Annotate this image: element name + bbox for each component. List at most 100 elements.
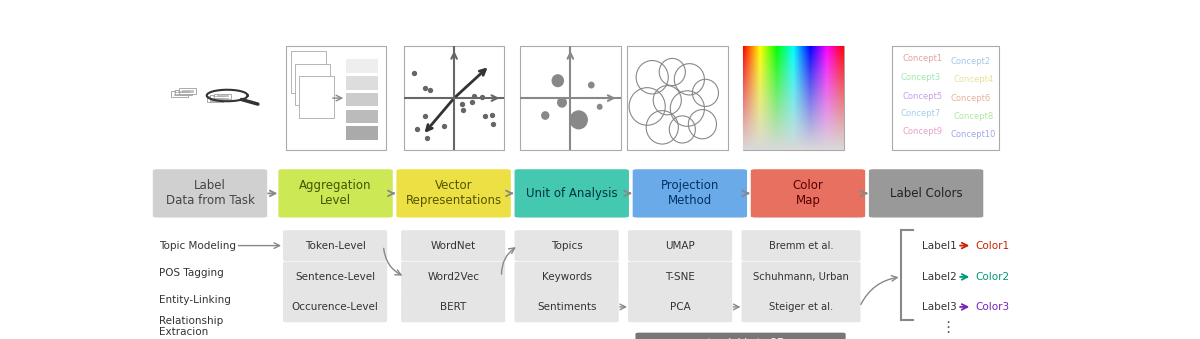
- Text: Vector
Representations: Vector Representations: [406, 179, 502, 207]
- Text: Bremm et al.: Bremm et al.: [769, 241, 833, 251]
- Point: [462, 99, 481, 105]
- FancyBboxPatch shape: [175, 90, 192, 96]
- Text: Word2Vec: Word2Vec: [427, 272, 479, 282]
- Bar: [346, 76, 378, 90]
- Point: [404, 71, 424, 76]
- Text: Color2: Color2: [976, 272, 1010, 282]
- Text: Label
Data from Task: Label Data from Task: [166, 179, 254, 207]
- FancyBboxPatch shape: [214, 94, 230, 99]
- FancyBboxPatch shape: [283, 230, 388, 261]
- FancyBboxPatch shape: [628, 230, 732, 261]
- Text: Unit of Analysis: Unit of Analysis: [526, 187, 618, 200]
- Point: [408, 127, 427, 132]
- Bar: [346, 59, 378, 73]
- Text: Color3: Color3: [976, 302, 1010, 312]
- Circle shape: [588, 82, 595, 88]
- Point: [484, 121, 503, 127]
- FancyBboxPatch shape: [206, 96, 223, 102]
- Text: Label2: Label2: [922, 272, 956, 282]
- FancyBboxPatch shape: [299, 76, 334, 118]
- Text: Concept7: Concept7: [900, 109, 941, 118]
- FancyBboxPatch shape: [396, 169, 511, 218]
- Text: Concept5: Concept5: [902, 92, 942, 101]
- Point: [473, 94, 492, 100]
- Circle shape: [552, 74, 564, 87]
- Text: Label3: Label3: [922, 302, 956, 312]
- Point: [415, 114, 434, 119]
- FancyBboxPatch shape: [628, 46, 727, 150]
- Text: Steiger et al.: Steiger et al.: [769, 302, 833, 312]
- FancyBboxPatch shape: [401, 230, 505, 261]
- Bar: [346, 126, 378, 140]
- Text: Concept8: Concept8: [954, 113, 994, 121]
- Bar: [346, 109, 378, 123]
- FancyBboxPatch shape: [628, 292, 732, 322]
- FancyBboxPatch shape: [179, 88, 196, 94]
- Text: Token-Level: Token-Level: [305, 241, 366, 251]
- Point: [452, 107, 472, 113]
- Point: [482, 113, 502, 118]
- FancyBboxPatch shape: [283, 261, 388, 292]
- FancyBboxPatch shape: [869, 169, 983, 218]
- Text: Concept9: Concept9: [902, 127, 942, 136]
- Text: Concept2: Concept2: [950, 57, 991, 66]
- Text: Keywords: Keywords: [541, 272, 592, 282]
- Point: [415, 86, 434, 91]
- FancyBboxPatch shape: [404, 46, 504, 150]
- Text: ⋮: ⋮: [941, 320, 955, 335]
- Point: [420, 87, 439, 93]
- Text: Concept1: Concept1: [902, 54, 942, 63]
- Text: Label1: Label1: [922, 241, 956, 251]
- Text: Label Colors: Label Colors: [889, 187, 962, 200]
- FancyBboxPatch shape: [743, 46, 844, 150]
- Point: [418, 135, 437, 140]
- Text: Sentiments: Sentiments: [536, 302, 596, 312]
- FancyBboxPatch shape: [636, 333, 846, 339]
- Text: Aggregation
Level: Aggregation Level: [299, 179, 372, 207]
- Text: Concept4: Concept4: [954, 75, 994, 84]
- Text: WordNet: WordNet: [431, 241, 475, 251]
- Text: T-SNE: T-SNE: [665, 272, 695, 282]
- FancyBboxPatch shape: [401, 292, 505, 322]
- Text: Topic Modeling: Topic Modeling: [160, 241, 236, 251]
- FancyBboxPatch shape: [515, 292, 619, 322]
- FancyBboxPatch shape: [515, 261, 619, 292]
- Text: Concept3: Concept3: [900, 73, 941, 82]
- Text: Occurence-Level: Occurence-Level: [292, 302, 378, 312]
- Text: Sentence-Level: Sentence-Level: [295, 272, 376, 282]
- Point: [475, 114, 494, 119]
- FancyBboxPatch shape: [152, 169, 268, 218]
- FancyBboxPatch shape: [742, 261, 860, 292]
- Text: Schuhmann, Urban: Schuhmann, Urban: [754, 272, 848, 282]
- Circle shape: [557, 97, 568, 108]
- FancyBboxPatch shape: [210, 95, 227, 101]
- Text: Color1: Color1: [976, 241, 1010, 251]
- Text: PCA: PCA: [670, 302, 690, 312]
- Point: [452, 101, 472, 107]
- FancyBboxPatch shape: [278, 169, 392, 218]
- FancyBboxPatch shape: [742, 292, 860, 322]
- FancyBboxPatch shape: [751, 169, 865, 218]
- Text: UMAP: UMAP: [665, 241, 695, 251]
- FancyBboxPatch shape: [401, 261, 505, 292]
- Point: [464, 93, 484, 99]
- FancyBboxPatch shape: [628, 261, 732, 292]
- Text: Concept6: Concept6: [950, 94, 991, 103]
- Circle shape: [570, 110, 588, 129]
- FancyBboxPatch shape: [520, 46, 620, 150]
- Text: BERT: BERT: [440, 302, 467, 312]
- FancyBboxPatch shape: [290, 51, 326, 93]
- Text: Relationship
Extracion: Relationship Extracion: [160, 316, 223, 337]
- Text: Projection
Method: Projection Method: [661, 179, 719, 207]
- Bar: [346, 93, 378, 106]
- Text: Concept10: Concept10: [950, 130, 996, 139]
- FancyBboxPatch shape: [295, 64, 330, 105]
- FancyBboxPatch shape: [286, 46, 386, 150]
- Text: Color
Map: Color Map: [792, 179, 823, 207]
- FancyBboxPatch shape: [283, 292, 388, 322]
- FancyBboxPatch shape: [892, 46, 998, 150]
- Point: [434, 123, 454, 128]
- Text: extendable to 3D: extendable to 3D: [696, 338, 786, 339]
- FancyBboxPatch shape: [515, 169, 629, 218]
- FancyBboxPatch shape: [515, 230, 619, 261]
